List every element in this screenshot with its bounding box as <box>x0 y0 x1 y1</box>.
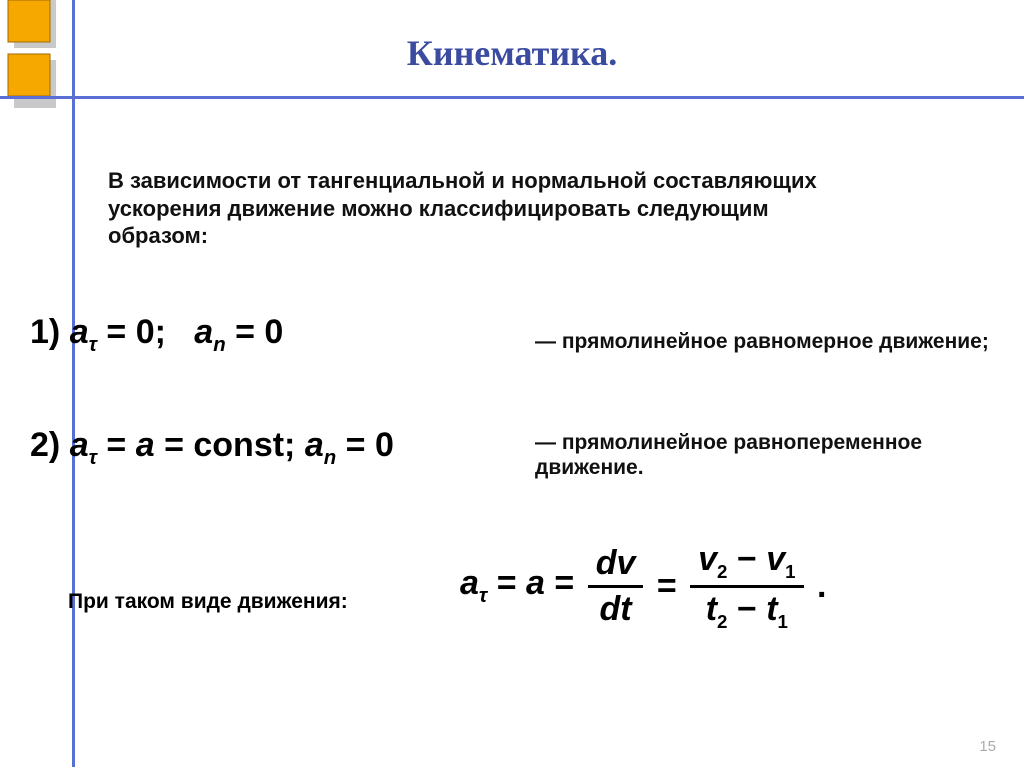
case-1-equation: 1) aτ = 0; an = 0 <box>30 313 283 357</box>
page-title: Кинематика. <box>0 32 1024 74</box>
vertical-rule <box>72 0 75 767</box>
case-1: 1) aτ = 0; an = 0 — прямолинейное равном… <box>30 313 1000 357</box>
case-2-description: — прямолинейное равнопеременное движение… <box>535 430 995 480</box>
intro-text: В зависимости от тангенциальной и нормал… <box>108 167 868 250</box>
horizontal-rule <box>0 96 1024 99</box>
case-1-description: — прямолинейное равномерное движение; <box>535 329 989 354</box>
case-2: 2) aτ = a = const; an = 0 — прямолинейно… <box>30 426 1000 470</box>
case-3-label: При таком виде движения: <box>68 590 348 614</box>
case-2-equation: 2) aτ = a = const; an = 0 <box>30 426 394 470</box>
case-3-equation: aτ = a = dvdt = v2 − v1t2 − t1 . <box>460 540 826 633</box>
page-number: 15 <box>979 738 996 755</box>
